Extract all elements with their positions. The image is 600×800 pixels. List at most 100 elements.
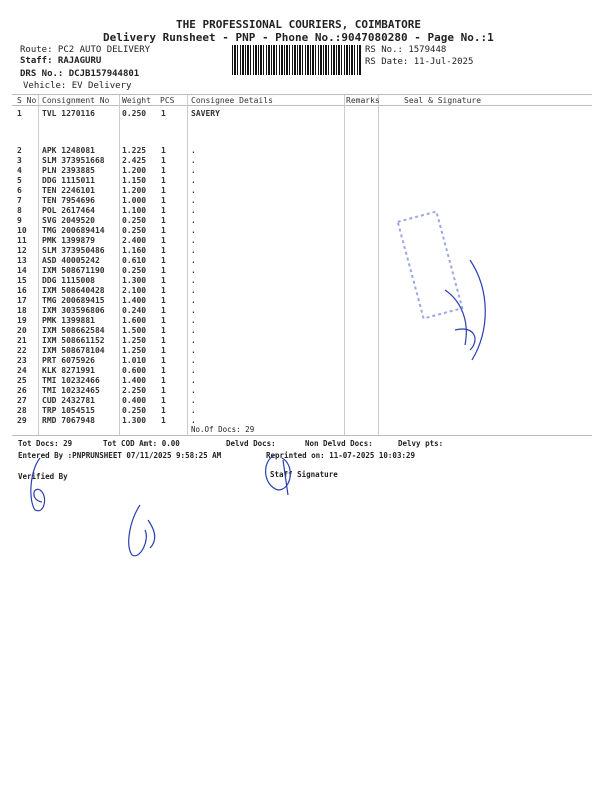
table-row: 17 TMG 200689415 1.400 1. (0, 296, 600, 306)
s-no: 11 (17, 236, 27, 245)
table-row: 4 PLN 2393885 1.200 1. (0, 166, 600, 176)
s-no: 5 (17, 176, 22, 185)
rs-date: RS Date: 11-Jul-2025 (365, 57, 474, 67)
consignee-details: . (191, 326, 196, 335)
pcs: 1 (161, 356, 166, 365)
col-remarks: Remarks (346, 96, 380, 105)
weight: 1.100 (122, 206, 147, 215)
weight: 1.600 (122, 316, 147, 325)
table-row: 8 POL 2617464 1.100 1. (0, 206, 600, 216)
table-row: 25 TMI 10232466 1.400 1. (0, 376, 600, 386)
barcode (232, 45, 362, 75)
pcs: 1 (161, 276, 166, 285)
s-no: 26 (17, 386, 27, 395)
s-no: 1 (17, 109, 22, 118)
pcs: 1 (161, 346, 166, 355)
table-row: 6 TEN 2246101 1.200 1. (0, 186, 600, 196)
s-no: 20 (17, 326, 27, 335)
pcs: 1 (161, 236, 166, 245)
pcs: 1 (161, 306, 166, 315)
consignment-no: IXM 508662584 (42, 326, 105, 335)
col-weight: Weight (122, 96, 151, 105)
consignee-details: . (191, 366, 196, 375)
pcs: 1 (161, 196, 166, 205)
table-row: 28 TRP 1054515 0.250 1. (0, 406, 600, 416)
consignee-details: . (191, 286, 196, 295)
consignment-no: POL 2617464 (42, 206, 95, 215)
consignment-no: DDG 1115008 (42, 276, 95, 285)
consignment-no: KLK 8271991 (42, 366, 95, 375)
table-row: 13 ASD 40005242 0.610 1. (0, 256, 600, 266)
col-seal: Seal & Signature (404, 96, 482, 105)
divider (12, 105, 592, 106)
reprinted-on: Reprinted on: 11-07-2025 10:03:29 (266, 451, 416, 460)
pcs: 1 (161, 206, 166, 215)
consignee-details: . (191, 146, 196, 155)
route: Route: PC2 AUTO DELIVERY (20, 45, 151, 55)
consignee-details: . (191, 206, 196, 215)
weight: 0.250 (122, 406, 147, 415)
pcs: 1 (161, 296, 166, 305)
consignee-details: . (191, 166, 196, 175)
divider (12, 435, 592, 436)
stamp-icon (396, 210, 464, 320)
weight: 0.610 (122, 256, 147, 265)
weight: 1.150 (122, 176, 147, 185)
consignment-no: TMI 10232465 (42, 386, 100, 395)
weight: 2.250 (122, 386, 147, 395)
consignee-details: . (191, 416, 196, 425)
consignment-no: TVL 1270116 (42, 109, 95, 118)
company-name: THE PROFESSIONAL COURIERS, COIMBATORE (176, 18, 422, 31)
staff-signature-label: Staff Signature (270, 470, 338, 479)
column-line (344, 95, 345, 435)
s-no: 24 (17, 366, 27, 375)
col-consignment: Consignment No (42, 96, 110, 105)
table-row: 3 SLM 373951668 2.425 1. (0, 156, 600, 166)
s-no: 4 (17, 166, 22, 175)
table-row: 15 DDG 1115008 1.300 1. (0, 276, 600, 286)
consignment-no: TEN 7954696 (42, 196, 95, 205)
delvd-docs: Delvd Docs: (226, 439, 276, 448)
column-line (187, 95, 188, 435)
table-row: 18 IXM 303596806 0.240 1. (0, 306, 600, 316)
s-no: 21 (17, 336, 27, 345)
consignment-no: DDG 1115011 (42, 176, 95, 185)
consignee-details: . (191, 176, 196, 185)
column-line (378, 95, 379, 435)
weight: 1.300 (122, 416, 147, 425)
table-row: 19 PMK 1399881 1.600 1. (0, 316, 600, 326)
weight: 0.250 (122, 266, 147, 275)
s-no: 6 (17, 186, 22, 195)
pcs: 1 (161, 146, 166, 155)
column-line (119, 95, 120, 435)
pcs: 1 (161, 186, 166, 195)
s-no: 3 (17, 156, 22, 165)
pcs: 1 (161, 416, 166, 425)
s-no: 25 (17, 376, 27, 385)
table-row: 26 TMI 10232465 2.250 1. (0, 386, 600, 396)
tot-docs: Tot Docs: 29 (18, 439, 73, 448)
drs-no: DRS No.: DCJB157944801 (20, 69, 140, 79)
signature-initials (128, 504, 156, 557)
weight: 1.400 (122, 376, 147, 385)
pcs: 1 (161, 326, 166, 335)
pcs: 1 (161, 176, 166, 185)
table-row: 16 IXM 508640428 2.100 1. (0, 286, 600, 296)
s-no: 23 (17, 356, 27, 365)
weight: 2.400 (122, 236, 147, 245)
s-no: 28 (17, 406, 27, 415)
runsheet-title: Delivery Runsheet - PNP - Phone No.:9047… (103, 31, 494, 44)
consignment-no: PMK 1399881 (42, 316, 95, 325)
table-row: 23 PRT 6075926 1.010 1. (0, 356, 600, 366)
consignee-details: . (191, 236, 196, 245)
pcs: 1 (161, 376, 166, 385)
consignment-no: IXM 508678104 (42, 346, 105, 355)
consignee-details: . (191, 276, 196, 285)
s-no: 13 (17, 256, 27, 265)
weight: 2.100 (122, 286, 147, 295)
pcs: 1 (161, 386, 166, 395)
weight: 1.010 (122, 356, 147, 365)
consignee-details: . (191, 386, 196, 395)
table-row: 29 RMD 7067948 1.300 1. (0, 416, 600, 426)
pcs: 1 (161, 246, 166, 255)
